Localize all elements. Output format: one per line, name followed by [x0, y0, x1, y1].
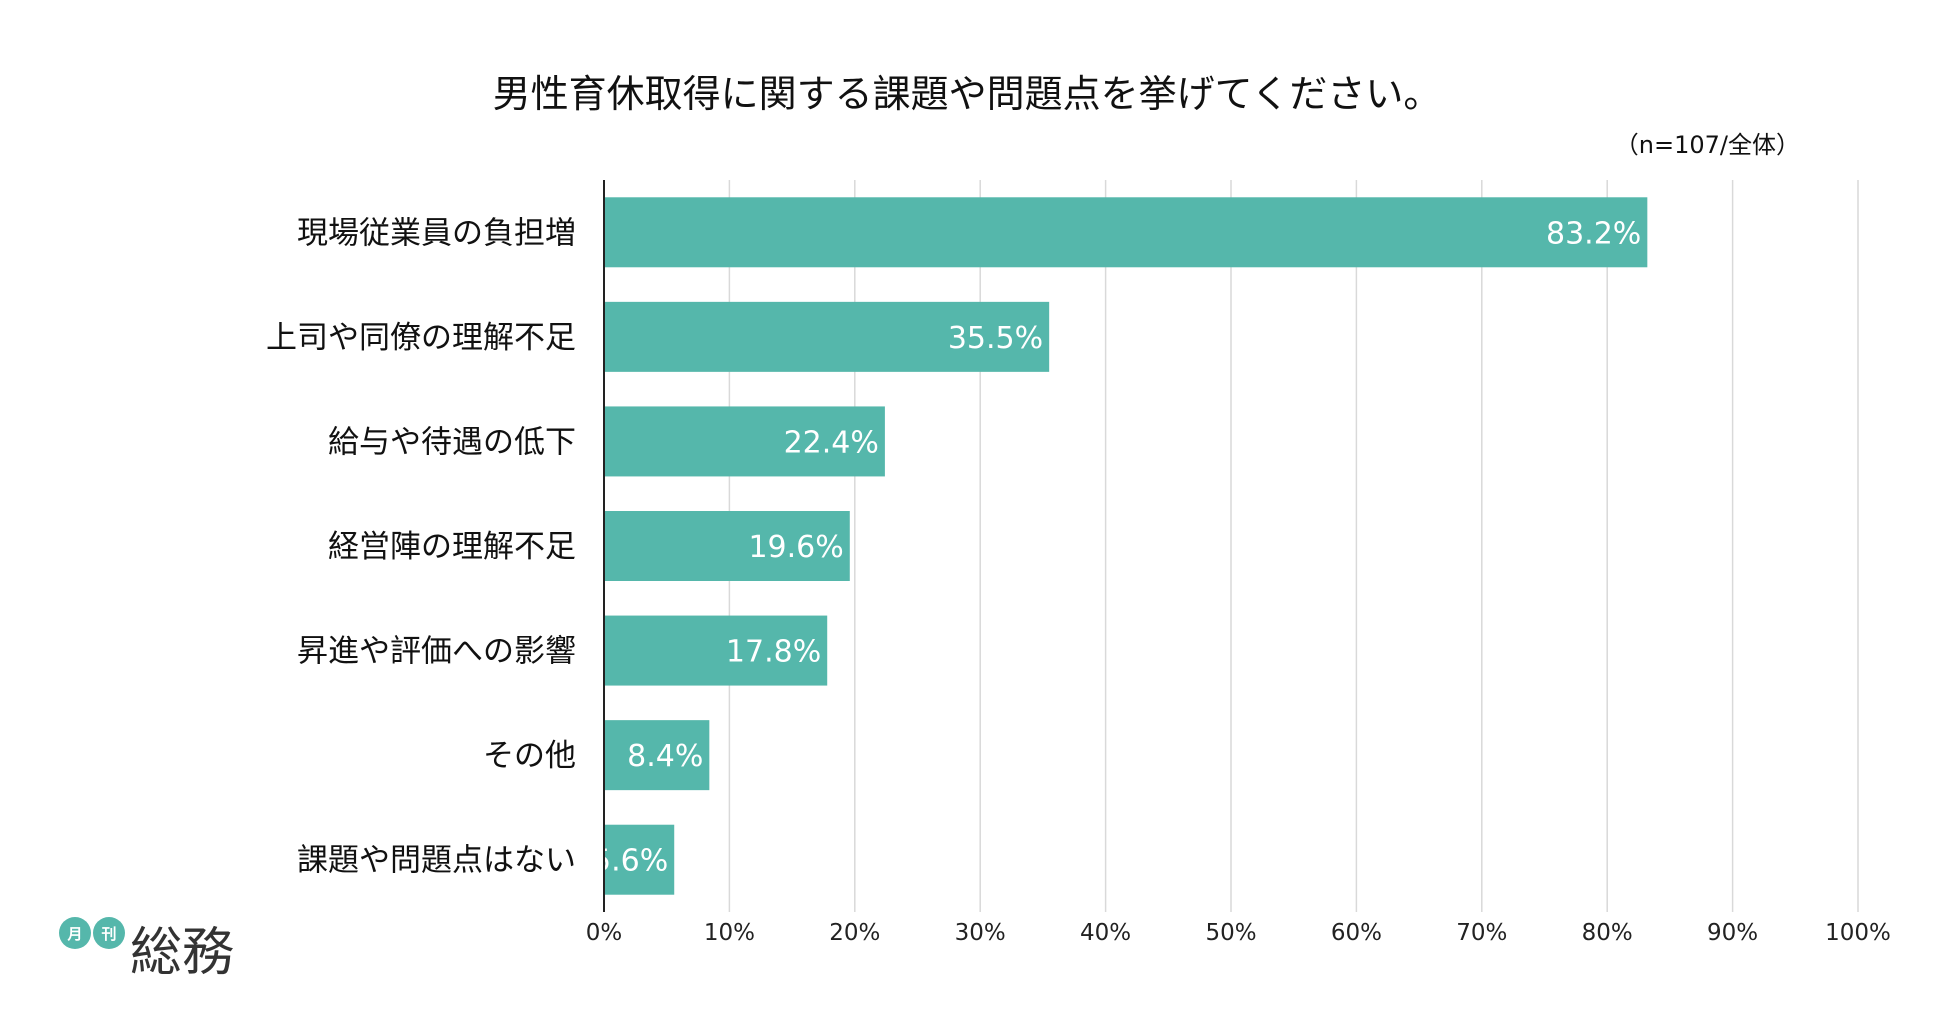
bar [604, 720, 710, 791]
chart-title: 男性育休取得に関する課題や問題点を挙げてください。 [493, 72, 1442, 116]
bar [604, 406, 885, 477]
category-label: 現場従業員の負担増 [297, 215, 576, 251]
category-label: 昇進や評価への影響 [297, 634, 576, 670]
x-tick-label: 20% [829, 920, 880, 946]
value-label: 19.6% [748, 530, 843, 565]
logo-badge-2-text: 刊 [101, 925, 116, 943]
bars [604, 197, 1648, 895]
logo-badge-1-text: 月 [66, 925, 82, 943]
x-tick-label: 10% [704, 920, 755, 946]
gridlines [728, 180, 1859, 912]
category-label: 上司や同僚の理解不足 [266, 320, 576, 356]
x-tick-label: 40% [1080, 920, 1131, 946]
value-label: 17.8% [726, 635, 821, 670]
x-tick-label: 100% [1825, 920, 1891, 946]
x-tick-label: 30% [955, 920, 1006, 946]
value-label: 22.4% [784, 425, 879, 460]
x-tick-label: 90% [1707, 920, 1758, 946]
category-labels: 現場従業員の負担増上司や同僚の理解不足給与や待遇の低下経営陣の理解不足昇進や評価… [266, 215, 576, 878]
category-label: 課題や問題点はない [297, 843, 576, 879]
x-tick-label: 50% [1205, 920, 1256, 946]
value-label: 83.2% [1546, 216, 1641, 251]
bar [604, 197, 1648, 268]
sample-size-note: （n=107/全体） [1615, 131, 1800, 159]
x-tick-label: 80% [1582, 920, 1633, 946]
x-tick-label: 60% [1331, 920, 1382, 946]
brand-logo: 月 刊 総務 [59, 917, 234, 982]
bar [604, 301, 1050, 372]
category-label: 給与や待遇の低下 [328, 424, 576, 460]
bar [604, 824, 675, 895]
x-axis-ticks: 0% 10% 20% 30% 40% 50% 60% 70% 80% 90% 100% [586, 920, 1891, 946]
category-label: 経営陣の理解不足 [328, 529, 576, 565]
bar [604, 615, 828, 686]
value-label: 35.5% [948, 321, 1043, 356]
value-label: 8.4% [627, 739, 703, 774]
x-tick-label: 70% [1456, 920, 1507, 946]
x-tick-label: 0% [586, 920, 623, 946]
logo-badge-1 [59, 917, 91, 949]
logo-name: 総務 [130, 923, 234, 982]
value-labels: 83.2%35.5%22.4%19.6%17.8%8.4%5.6% [592, 216, 1641, 878]
category-label: その他 [483, 738, 576, 774]
logo-badge-2 [93, 917, 125, 949]
bar [604, 511, 850, 581]
